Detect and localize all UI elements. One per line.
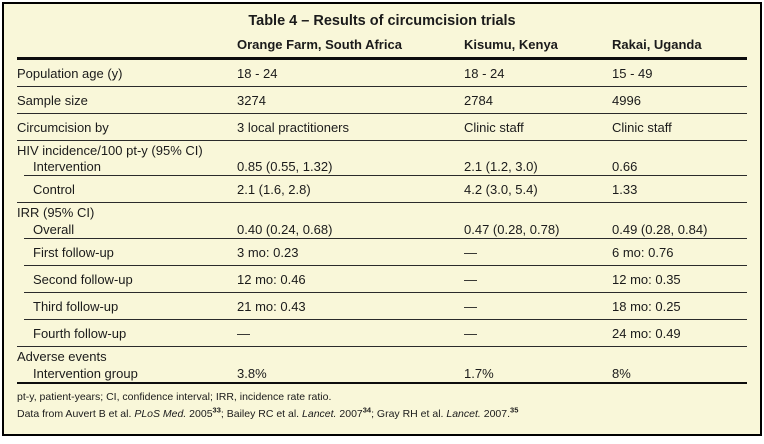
column-header-kisumu: Kisumu, Kenya — [464, 37, 558, 52]
group-label-hiv-incidence: HIV incidence/100 pt-y (95% CI) — [17, 143, 203, 158]
reference-superscript: 35 — [510, 405, 519, 415]
row-divider — [17, 140, 747, 141]
group-label-irr: IRR (95% CI) — [17, 205, 95, 220]
row-divider-indented — [24, 175, 747, 176]
table-row-intervention-group: Intervention group 3.8% 1.7% 8% — [4, 364, 760, 382]
row-divider — [17, 346, 747, 347]
footnote-text-part: 2005 — [186, 408, 213, 420]
reference-superscript: 33 — [212, 405, 221, 415]
cell-kisumu: 2.1 (1.2, 3.0) — [464, 159, 538, 174]
table-title: Table 4 – Results of circumcision trials — [248, 13, 516, 29]
header-rule — [17, 57, 747, 60]
cell-rakai: 4996 — [612, 92, 641, 108]
row-label: Intervention — [33, 159, 101, 174]
cell-kisumu: 0.47 (0.28, 0.78) — [464, 221, 560, 237]
row-label: Control — [33, 181, 75, 197]
cell-rakai: 1.33 — [612, 181, 638, 197]
footnote-text-part: 2007. — [480, 408, 511, 420]
cell-kisumu: — — [464, 271, 477, 287]
cell-orange-farm: — — [237, 325, 250, 341]
group-label-adverse-events: Adverse events — [17, 349, 107, 364]
footnote-sources: Data from Auvert B et al. PLoS Med. 2005… — [17, 405, 747, 422]
cell-rakai: 0.66 — [612, 159, 638, 174]
footnote-text-part: ; Gray RH et al. — [371, 408, 447, 420]
cell-orange-farm: 0.40 (0.24, 0.68) — [237, 221, 333, 237]
table-footnotes: pt-y, patient-years; CI, confidence inte… — [4, 384, 760, 422]
cell-rakai: 12 mo: 0.35 — [612, 271, 681, 287]
column-header-orange-farm: Orange Farm, South Africa — [237, 37, 402, 52]
table-row-third-followup: Third follow-up 21 mo: 0.43 — 18 mo: 0.2… — [4, 293, 760, 319]
cell-orange-farm: 2.1 (1.6, 2.8) — [237, 181, 311, 197]
cell-rakai: 18 mo: 0.25 — [612, 298, 681, 314]
row-divider-indented — [24, 292, 747, 293]
row-divider — [17, 86, 747, 87]
row-divider-indented — [24, 238, 747, 239]
row-label: Third follow-up — [33, 298, 119, 314]
column-header-rakai: Rakai, Uganda — [612, 37, 702, 52]
cell-kisumu: Clinic staff — [464, 119, 524, 135]
cell-rakai: 6 mo: 0.76 — [612, 244, 674, 260]
footnote-text-part: Data from Auvert B et al. — [17, 408, 135, 420]
cell-kisumu: — — [464, 298, 477, 314]
table-row-circumcision-by: Circumcision by 3 local practitioners Cl… — [4, 114, 760, 140]
cell-kisumu: — — [464, 325, 477, 341]
table-row-fourth-followup: Fourth follow-up — — 24 mo: 0.49 — [4, 320, 760, 346]
cell-rakai: Clinic staff — [612, 119, 672, 135]
cell-kisumu: 1.7% — [464, 365, 494, 381]
row-divider-indented — [24, 319, 747, 320]
cell-kisumu: — — [464, 244, 477, 260]
cell-kisumu: 2784 — [464, 92, 493, 108]
footnote-text-part: ; Bailey RC et al. — [220, 408, 303, 420]
cell-orange-farm: 12 mo: 0.46 — [237, 271, 306, 287]
table-row-sample-size: Sample size 3274 2784 4996 — [4, 87, 760, 113]
row-label: Population age (y) — [17, 65, 123, 81]
row-label: Fourth follow-up — [33, 325, 127, 341]
cell-kisumu: 4.2 (3.0, 5.4) — [464, 181, 538, 197]
journal-name: Lancet. — [446, 408, 481, 420]
cell-rakai: 0.49 (0.28, 0.84) — [612, 221, 708, 237]
row-divider — [17, 113, 747, 114]
cell-rakai: 8% — [612, 365, 631, 381]
cell-orange-farm: 3 local practitioners — [237, 119, 349, 135]
cell-orange-farm: 3 mo: 0.23 — [237, 244, 299, 260]
reference-superscript: 34 — [362, 405, 372, 415]
row-label: First follow-up — [33, 244, 114, 260]
cell-kisumu: 18 - 24 — [464, 65, 505, 81]
row-label: Overall — [33, 221, 75, 237]
table-frame: Table 4 – Results of circumcision trials… — [2, 2, 762, 436]
table-row-second-followup: Second follow-up 12 mo: 0.46 — 12 mo: 0.… — [4, 266, 760, 292]
cell-orange-farm: 18 - 24 — [237, 65, 278, 81]
column-header-row: Orange Farm, South Africa Kisumu, Kenya … — [4, 32, 760, 57]
table-row-population-age: Population age (y) 18 - 24 18 - 24 15 - … — [4, 60, 760, 86]
table-row-intervention: Intervention 0.85 (0.55, 1.32) 2.1 (1.2,… — [4, 158, 760, 175]
row-divider — [17, 202, 747, 203]
table-row-control: Control 2.1 (1.6, 2.8) 4.2 (3.0, 5.4) 1.… — [4, 176, 760, 202]
cell-orange-farm: 3.8% — [237, 365, 267, 381]
cell-rakai: 15 - 49 — [612, 65, 653, 81]
cell-orange-farm: 21 mo: 0.43 — [237, 298, 306, 314]
table-bottom-rule — [17, 382, 747, 384]
cell-rakai: 24 mo: 0.49 — [612, 325, 681, 341]
row-divider-indented — [24, 265, 747, 266]
table-row-overall: Overall 0.40 (0.24, 0.68) 0.47 (0.28, 0.… — [4, 220, 760, 238]
journal-name: PLoS Med. — [134, 408, 187, 420]
footnote-text-part: 2007 — [336, 408, 363, 420]
row-label: Intervention group — [33, 365, 138, 381]
cell-orange-farm: 0.85 (0.55, 1.32) — [237, 159, 333, 174]
row-label: Circumcision by — [17, 119, 109, 135]
row-label: Second follow-up — [33, 271, 133, 287]
row-label: Sample size — [17, 92, 88, 108]
footnote-abbreviations: pt-y, patient-years; CI, confidence inte… — [17, 391, 332, 403]
cell-orange-farm: 3274 — [237, 92, 266, 108]
journal-name: Lancet. — [302, 408, 337, 420]
table-row-first-followup: First follow-up 3 mo: 0.23 — 6 mo: 0.76 — [4, 239, 760, 265]
